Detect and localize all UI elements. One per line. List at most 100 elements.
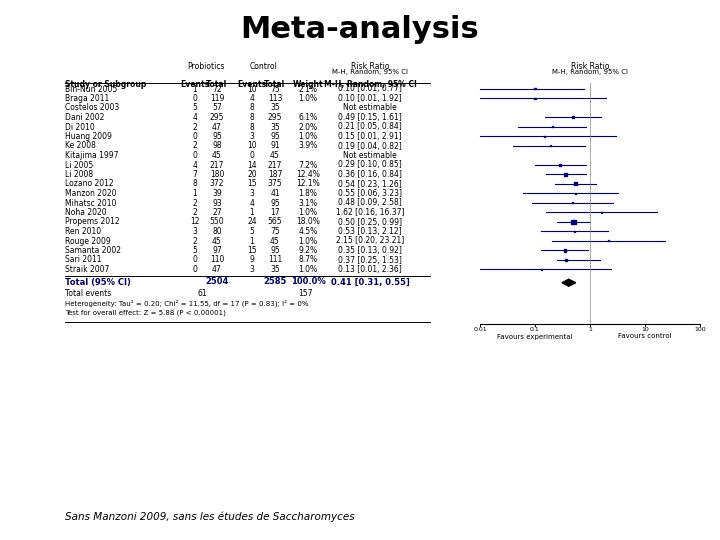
Text: 4: 4: [250, 199, 254, 207]
Text: 0.10 [0.01, 1.92]: 0.10 [0.01, 1.92]: [338, 94, 402, 103]
Text: Risk Ratio: Risk Ratio: [571, 62, 609, 71]
Text: 565: 565: [268, 218, 282, 226]
Text: 98: 98: [212, 141, 222, 151]
Text: 8: 8: [250, 113, 254, 122]
Text: 0.54 [0.23, 1.26]: 0.54 [0.23, 1.26]: [338, 179, 402, 188]
Text: 0.13 [0.01, 2.36]: 0.13 [0.01, 2.36]: [338, 265, 402, 274]
Text: 2.0%: 2.0%: [298, 123, 318, 132]
Text: 2.15 [0.20, 23.21]: 2.15 [0.20, 23.21]: [336, 237, 404, 246]
Text: 1.0%: 1.0%: [298, 237, 318, 246]
Text: Meta-analysis: Meta-analysis: [240, 15, 480, 44]
Text: Manzon 2020: Manzon 2020: [65, 189, 117, 198]
Text: 1.8%: 1.8%: [299, 189, 318, 198]
Bar: [559, 164, 562, 166]
Text: 295: 295: [268, 113, 282, 122]
Text: 80: 80: [212, 227, 222, 236]
Text: 8.7%: 8.7%: [298, 255, 318, 265]
Text: 2504: 2504: [205, 278, 229, 287]
Text: 295: 295: [210, 113, 224, 122]
Text: 57: 57: [212, 104, 222, 112]
Text: 91: 91: [270, 141, 280, 151]
Text: 95: 95: [270, 132, 280, 141]
Text: 95: 95: [212, 132, 222, 141]
Bar: [550, 145, 551, 146]
Bar: [564, 173, 567, 176]
Text: 1: 1: [193, 189, 197, 198]
Text: 1: 1: [250, 208, 254, 217]
Text: Propems 2012: Propems 2012: [65, 218, 120, 226]
Text: 1: 1: [250, 237, 254, 246]
Text: 0: 0: [192, 132, 197, 141]
Text: 1.0%: 1.0%: [298, 208, 318, 217]
Text: 9.2%: 9.2%: [298, 246, 318, 255]
Bar: [534, 88, 536, 90]
Text: 6.1%: 6.1%: [298, 113, 318, 122]
Text: 12: 12: [190, 218, 199, 226]
Text: 1: 1: [588, 327, 592, 332]
Text: 47: 47: [212, 123, 222, 132]
Text: 45: 45: [270, 151, 280, 160]
Text: Di 2010: Di 2010: [65, 123, 95, 132]
Text: 119: 119: [210, 94, 224, 103]
Text: Lozano 2012: Lozano 2012: [65, 179, 114, 188]
Text: 3.1%: 3.1%: [298, 199, 318, 207]
Text: 113: 113: [268, 94, 282, 103]
Text: 8: 8: [250, 104, 254, 112]
Text: 75: 75: [270, 227, 280, 236]
Text: 1.0%: 1.0%: [298, 94, 318, 103]
Text: 45: 45: [212, 151, 222, 160]
Text: 75: 75: [270, 84, 280, 93]
Text: 3: 3: [192, 227, 197, 236]
Text: 0.21 [0.05, 0.84]: 0.21 [0.05, 0.84]: [338, 123, 402, 132]
Text: 1.0%: 1.0%: [298, 265, 318, 274]
Text: 217: 217: [210, 160, 224, 170]
Text: 3: 3: [250, 189, 254, 198]
Text: Noha 2020: Noha 2020: [65, 208, 107, 217]
Text: 0: 0: [192, 151, 197, 160]
Text: 100.0%: 100.0%: [291, 278, 325, 287]
Text: 2: 2: [193, 199, 197, 207]
Text: Total: Total: [264, 80, 286, 89]
Text: 0.1: 0.1: [530, 327, 540, 332]
Text: Li 2005: Li 2005: [65, 160, 94, 170]
Text: 5: 5: [250, 227, 254, 236]
Text: 39: 39: [212, 189, 222, 198]
Text: 0.48 [0.09, 2.58]: 0.48 [0.09, 2.58]: [338, 199, 402, 207]
Polygon shape: [562, 279, 576, 286]
Text: Not estimable: Not estimable: [343, 151, 397, 160]
Bar: [575, 193, 576, 194]
Text: 97: 97: [212, 246, 222, 255]
Text: Control: Control: [250, 62, 277, 71]
Text: 2: 2: [193, 123, 197, 132]
Text: Total events: Total events: [65, 289, 112, 298]
Text: 4: 4: [192, 160, 197, 170]
Text: M-H, Random, 95% CI: M-H, Random, 95% CI: [323, 80, 416, 89]
Bar: [534, 98, 536, 99]
Text: 0.10 [0.01, 0.77]: 0.10 [0.01, 0.77]: [338, 84, 402, 93]
Text: 372: 372: [210, 179, 224, 188]
Bar: [572, 117, 574, 118]
Text: Ren 2010: Ren 2010: [65, 227, 101, 236]
Text: 95: 95: [270, 246, 280, 255]
Text: 0: 0: [250, 151, 254, 160]
Text: Total (95% CI): Total (95% CI): [65, 278, 131, 287]
Text: 2.1%: 2.1%: [299, 84, 318, 93]
Text: 8: 8: [193, 179, 197, 188]
Text: 1.0%: 1.0%: [298, 132, 318, 141]
Text: 0.41 [0.31, 0.55]: 0.41 [0.31, 0.55]: [330, 278, 410, 287]
Text: Kitajima 1997: Kitajima 1997: [65, 151, 119, 160]
Text: 7: 7: [192, 170, 197, 179]
Text: 111: 111: [268, 255, 282, 265]
Text: Study or Subgroup: Study or Subgroup: [65, 80, 146, 89]
Text: 1.62 [0.16, 16.37]: 1.62 [0.16, 16.37]: [336, 208, 404, 217]
Bar: [564, 249, 566, 252]
Text: 0.01: 0.01: [473, 327, 487, 332]
Text: 41: 41: [270, 189, 280, 198]
Text: 0.19 [0.04, 0.82]: 0.19 [0.04, 0.82]: [338, 141, 402, 151]
Text: Events: Events: [238, 80, 266, 89]
Text: 7.2%: 7.2%: [298, 160, 318, 170]
Text: Costelos 2003: Costelos 2003: [65, 104, 120, 112]
Text: 187: 187: [268, 170, 282, 179]
Text: 14: 14: [247, 160, 257, 170]
Text: 17: 17: [270, 208, 280, 217]
